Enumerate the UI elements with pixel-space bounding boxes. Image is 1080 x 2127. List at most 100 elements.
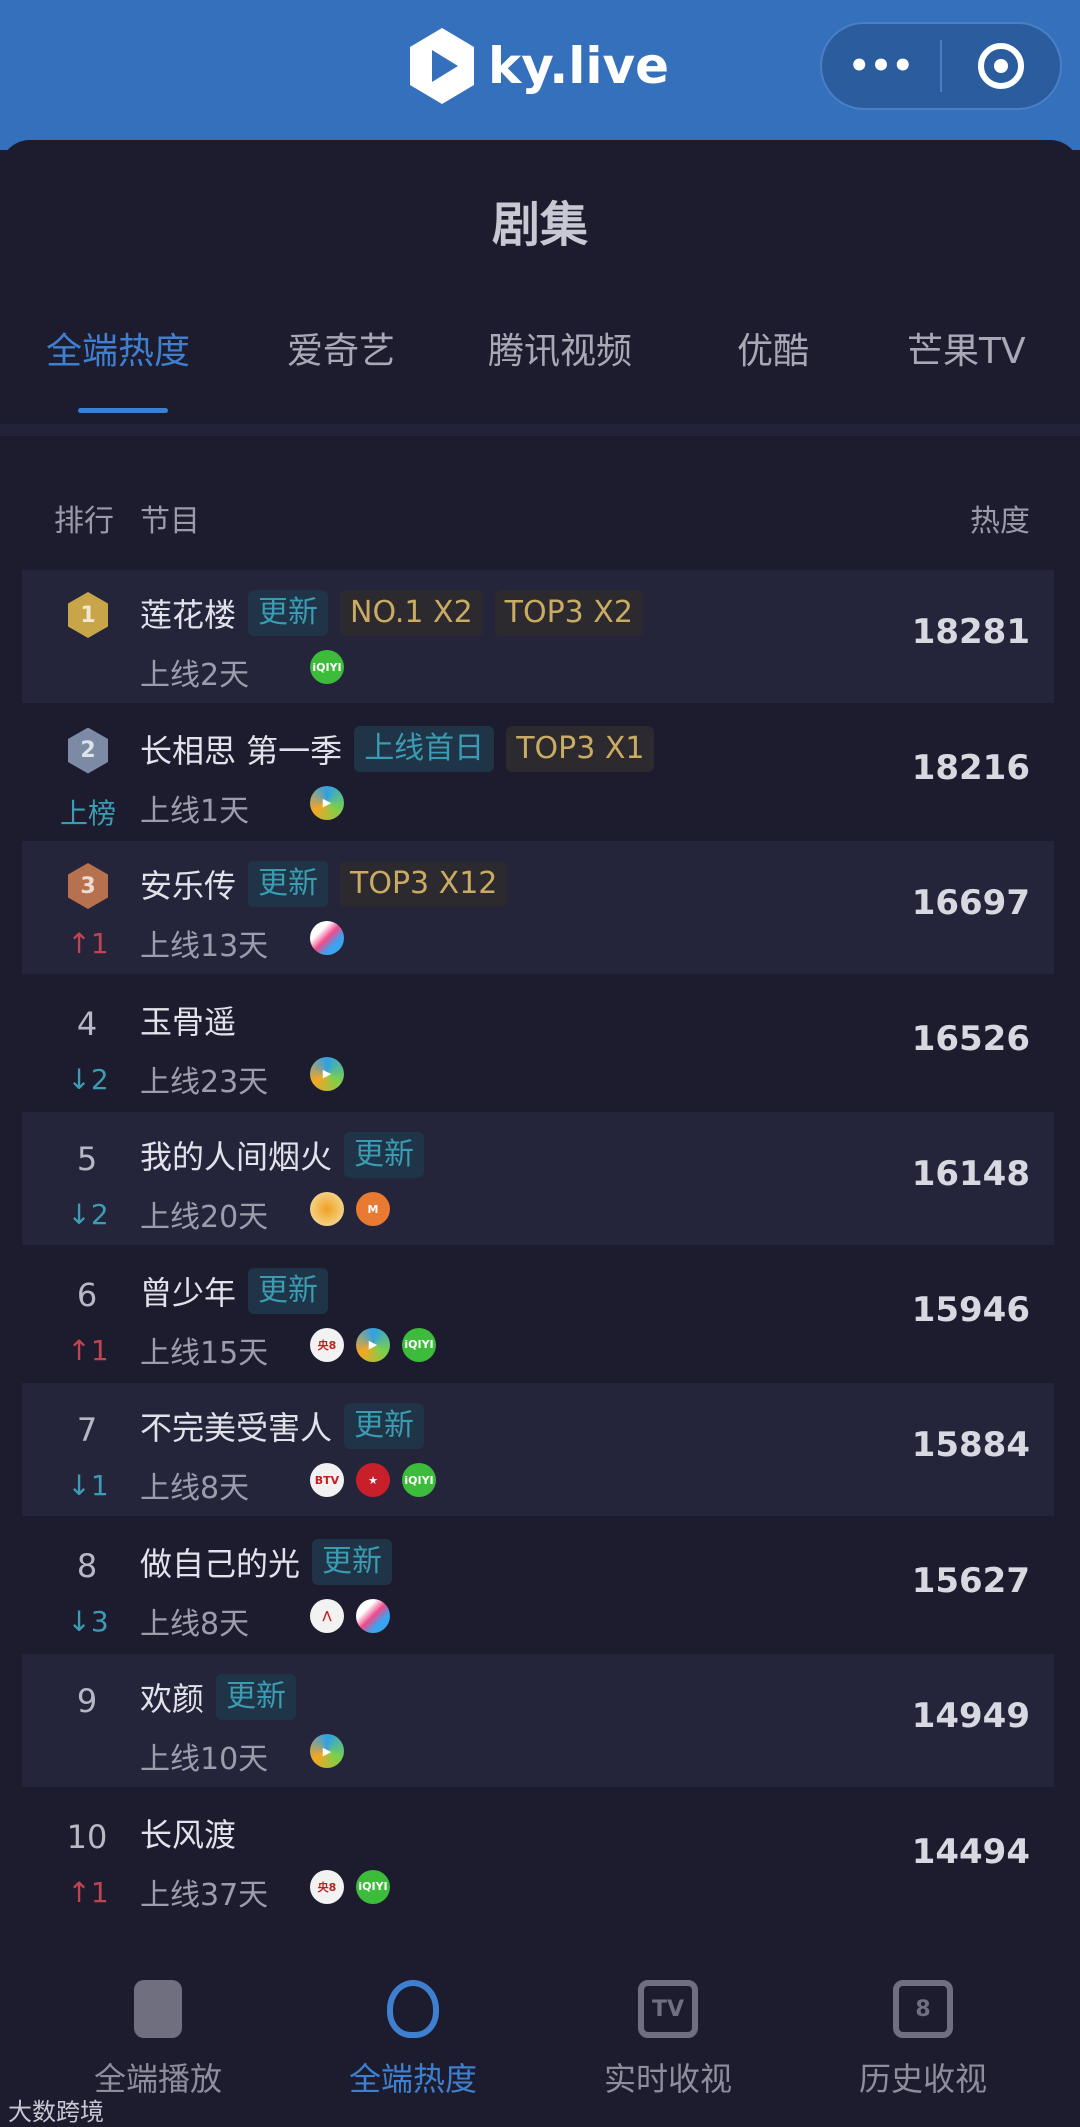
table-row[interactable]: 1 莲花楼 更新 NO.1 X2 TOP3 X2 上线2天 iQIYI 18281 bbox=[22, 570, 1054, 703]
watermark-text: 大数跨境 bbox=[8, 2098, 104, 2126]
more-icon: ••• bbox=[848, 46, 914, 86]
tab-divider bbox=[0, 424, 1080, 436]
program-title: 莲花楼 bbox=[140, 596, 237, 634]
tag-badge: NO.1 X2 bbox=[340, 590, 483, 636]
arrow-down-icon: ↓ bbox=[67, 1198, 91, 1231]
program-title: 长相思 第一季 bbox=[140, 731, 343, 770]
tab-iqiyi[interactable]: 爱奇艺 bbox=[287, 331, 396, 372]
program-title-line: 长风渡 bbox=[140, 1810, 236, 1856]
tag-badge: TOP3 X1 bbox=[506, 725, 655, 772]
program-title-line: 不完美受害人 更新 bbox=[140, 1403, 425, 1449]
tag-badge: 更新 bbox=[248, 861, 329, 907]
online-days: 上线8天 bbox=[140, 1606, 250, 1642]
table-row[interactable]: 7 ↓1 不完美受害人 更新 上线8天 BTV ★ iQIYI 15884 bbox=[22, 1383, 1054, 1516]
heat-value: 14494 bbox=[911, 1831, 1030, 1872]
youku-icon bbox=[356, 1598, 390, 1633]
rank-change-value: 3 bbox=[90, 1604, 109, 1638]
rank-number: 4 bbox=[76, 1004, 98, 1043]
header-rank: 排行 bbox=[54, 504, 114, 539]
close-button[interactable] bbox=[942, 24, 1060, 108]
cctv8-icon: 央8 bbox=[310, 1869, 344, 1904]
header-program: 节目 bbox=[140, 504, 200, 539]
top-bar: ky.live ••• bbox=[0, 0, 1080, 150]
nav-history[interactable]: 8 历史收视 bbox=[823, 1980, 1023, 2100]
program-title-line: 安乐传 更新 TOP3 X12 bbox=[140, 861, 508, 907]
target-icon bbox=[978, 43, 1024, 89]
nav-realtime[interactable]: TV 实时收视 bbox=[568, 1980, 768, 2100]
rank-change-value: 1 bbox=[90, 1469, 109, 1502]
table-row[interactable]: 6 ↑1 曾少年 更新 上线15天 央8 ▶ iQIYI 15946 bbox=[22, 1248, 1054, 1381]
tab-tencent[interactable]: 腾讯视频 bbox=[488, 331, 633, 372]
table-row[interactable]: 3 ↑1 安乐传 更新 TOP3 X12 上线13天 16697 bbox=[22, 841, 1054, 974]
divider bbox=[940, 40, 942, 92]
rank-change-value: 1 bbox=[90, 927, 109, 960]
tag-badge: 上线首日 bbox=[354, 725, 495, 772]
active-tab-indicator bbox=[78, 408, 168, 413]
arrow-down-icon: ↓ bbox=[67, 1469, 91, 1502]
online-days: 上线23天 bbox=[140, 1064, 269, 1100]
online-days: 上线1天 bbox=[140, 793, 250, 829]
heat-value: 16697 bbox=[911, 883, 1030, 923]
nav-label: 全端播放 bbox=[93, 2060, 222, 2098]
cctv8-icon: 央8 bbox=[310, 1327, 344, 1362]
program-title-line: 莲花楼 更新 NO.1 X2 TOP3 X2 bbox=[140, 590, 643, 636]
program-title: 欢颜 bbox=[140, 1680, 205, 1718]
arrow-up-icon: ↑ bbox=[67, 1333, 91, 1367]
nav-all-heat[interactable]: 全端热度 bbox=[313, 1980, 513, 2100]
table-row[interactable]: 5 ↓2 我的人间烟火 更新上线20天 M 16148 bbox=[22, 1112, 1054, 1245]
table-row[interactable]: 8 ↓3 做自己的光 更新 上线8天 ⋀ 15627 bbox=[22, 1519, 1054, 1652]
platform-icons: M bbox=[310, 1192, 390, 1226]
youku-icon bbox=[310, 921, 344, 955]
hunan-tv-icon bbox=[310, 1192, 344, 1226]
rank-change-value: 2 bbox=[90, 1198, 109, 1231]
nav-label: 历史收视 bbox=[858, 2060, 987, 2098]
platform-icons: ▶ bbox=[310, 785, 344, 820]
online-days: 上线8天 bbox=[140, 1471, 250, 1506]
nav-all-play[interactable]: 全端播放 bbox=[58, 1980, 258, 2100]
rank-change: ↓3 bbox=[52, 1605, 124, 1638]
tab-youku[interactable]: 优酷 bbox=[737, 331, 810, 372]
tencent-video-icon: ▶ bbox=[356, 1327, 390, 1362]
rank-change-value: 1 bbox=[90, 1333, 109, 1367]
program-title: 不完美受害人 bbox=[140, 1409, 333, 1447]
platform-icons: 央8 iQIYI bbox=[310, 1869, 390, 1904]
rank-medal-icon: 3 bbox=[68, 863, 108, 909]
tencent-video-icon: ▶ bbox=[310, 785, 344, 820]
tab-mgtv[interactable]: 芒果TV bbox=[907, 331, 1026, 372]
rank-number: 5 bbox=[76, 1140, 98, 1178]
heat-value: 15946 bbox=[911, 1289, 1030, 1330]
arrow-up-icon: ↑ bbox=[67, 1875, 91, 1909]
nav-label: 实时收视 bbox=[603, 2060, 732, 2098]
tag-badge: 更新 bbox=[216, 1674, 297, 1720]
table-header: 排行 节目 热度 bbox=[22, 490, 1054, 550]
platform-icons: 央8 ▶ iQIYI bbox=[310, 1327, 436, 1362]
tencent-video-icon: ▶ bbox=[310, 1734, 344, 1768]
nav-label: 全端热度 bbox=[348, 2060, 477, 2098]
rank-change: 上榜 bbox=[52, 792, 124, 832]
logo-text: ky.live bbox=[488, 37, 670, 95]
heat-value: 18281 bbox=[911, 612, 1030, 652]
program-title: 曾少年 bbox=[140, 1273, 237, 1312]
platform-icons: BTV ★ iQIYI bbox=[310, 1463, 436, 1497]
program-title-line: 曾少年 更新 bbox=[140, 1267, 329, 1314]
rank-change: ↑1 bbox=[52, 927, 124, 960]
iqiyi-icon: iQIYI bbox=[310, 650, 344, 684]
table-row[interactable]: 9 欢颜 更新 上线10天 ▶ 14949 bbox=[22, 1654, 1054, 1787]
rank-change: ↓1 bbox=[52, 1469, 124, 1502]
more-button[interactable]: ••• bbox=[822, 24, 940, 108]
table-row[interactable]: 4 ↓2 玉骨遥 上线23天 ▶ 16526 bbox=[22, 977, 1054, 1110]
heat-value: 15627 bbox=[911, 1560, 1030, 1601]
tag-badge: TOP3 X2 bbox=[494, 590, 643, 636]
platform-icons: ⋀ bbox=[310, 1598, 390, 1633]
online-days: 上线20天 bbox=[140, 1200, 269, 1235]
table-row[interactable]: 2 上榜 长相思 第一季 上线首日 TOP3 X1 上线1天 ▶ 18216 bbox=[22, 706, 1054, 839]
heat-value: 16148 bbox=[911, 1154, 1030, 1194]
rank-change: ↓2 bbox=[52, 1063, 124, 1096]
program-title-line: 我的人间烟火 更新 bbox=[140, 1132, 425, 1178]
tag-badge: 更新 bbox=[248, 1267, 329, 1314]
table-row[interactable]: 10 ↑1 长风渡 上线37天 央8 iQIYI 14494 bbox=[22, 1790, 1054, 1923]
tab-all[interactable]: 全端热度 bbox=[46, 331, 191, 372]
rank-change-value: 2 bbox=[90, 1062, 109, 1096]
tencent-video-icon: ▶ bbox=[310, 1056, 344, 1091]
program-title-line: 玉骨遥 bbox=[140, 997, 236, 1043]
